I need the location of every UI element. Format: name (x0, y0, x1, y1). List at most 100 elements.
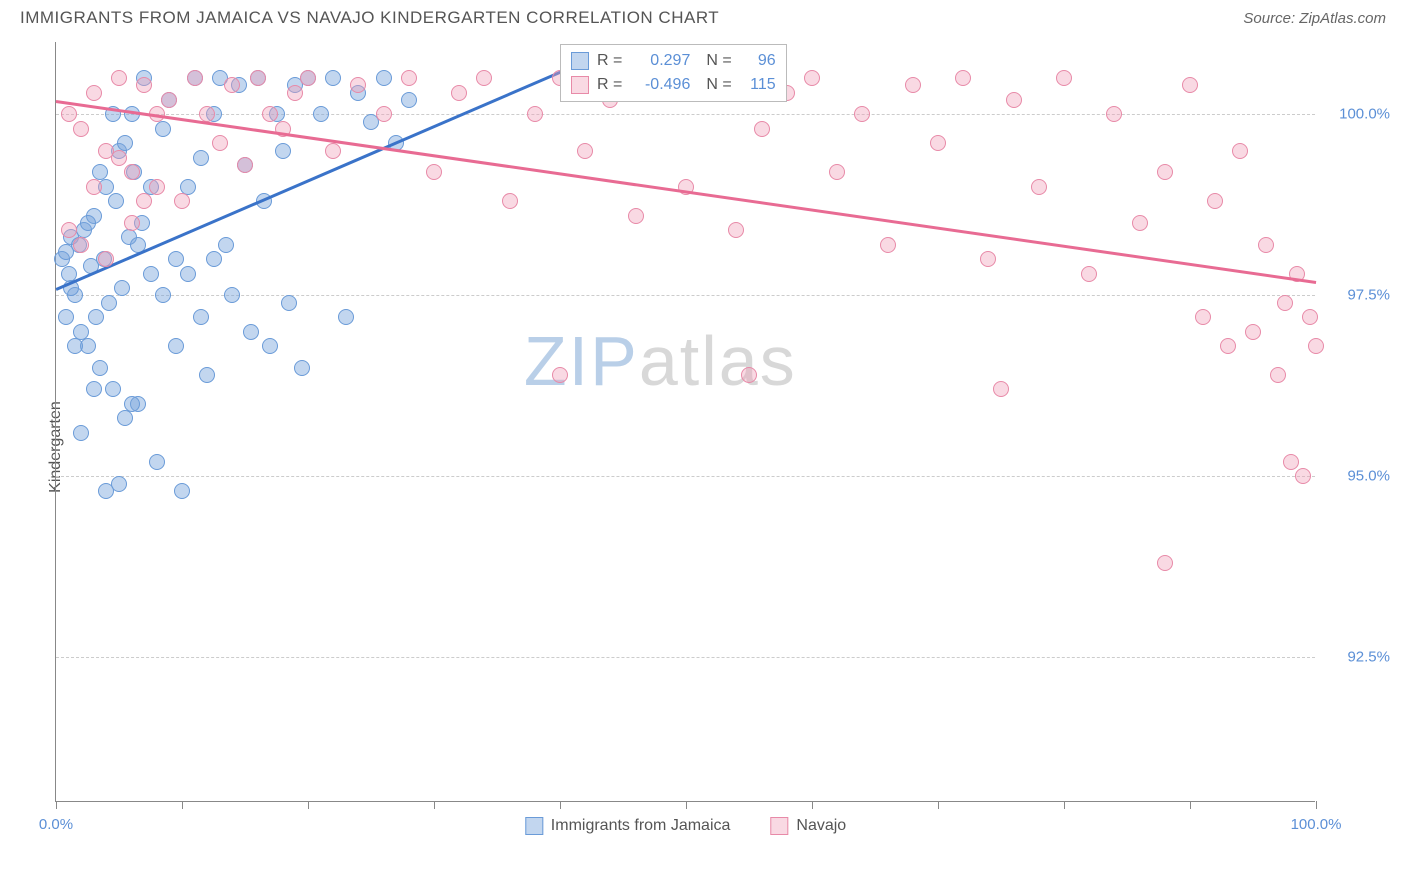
scatter-point (101, 295, 117, 311)
scatter-point (161, 92, 177, 108)
scatter-point (111, 150, 127, 166)
scatter-point (88, 309, 104, 325)
chart-source: Source: ZipAtlas.com (1243, 10, 1386, 27)
scatter-point (155, 287, 171, 303)
scatter-point (980, 251, 996, 267)
scatter-point (86, 85, 102, 101)
scatter-point (105, 381, 121, 397)
series-legend: Immigrants from JamaicaNavajo (525, 817, 846, 835)
scatter-point (250, 70, 266, 86)
scatter-point (124, 396, 140, 412)
y-tick-label: 100.0% (1339, 106, 1390, 123)
chart-title: IMMIGRANTS FROM JAMAICA VS NAVAJO KINDER… (20, 8, 719, 28)
scatter-point (92, 360, 108, 376)
scatter-point (117, 410, 133, 426)
scatter-point (1081, 266, 1097, 282)
scatter-point (1207, 193, 1223, 209)
scatter-point (114, 280, 130, 296)
scatter-point (124, 164, 140, 180)
scatter-point (80, 215, 96, 231)
scatter-point (61, 222, 77, 238)
scatter-point (1006, 92, 1022, 108)
x-tick (1190, 801, 1191, 809)
n-label: N = (706, 49, 731, 73)
scatter-point (829, 164, 845, 180)
scatter-point (1270, 367, 1286, 383)
scatter-point (905, 77, 921, 93)
scatter-point (350, 77, 366, 93)
x-tick (560, 801, 561, 809)
scatter-point (262, 106, 278, 122)
scatter-point (193, 150, 209, 166)
scatter-point (168, 338, 184, 354)
x-tick (1316, 801, 1317, 809)
scatter-point (1106, 106, 1122, 122)
legend-swatch (525, 817, 543, 835)
r-value: -0.496 (630, 73, 690, 97)
scatter-point (136, 193, 152, 209)
legend-row: R =-0.496N =115 (571, 73, 776, 97)
scatter-point (193, 309, 209, 325)
scatter-point (108, 193, 124, 209)
scatter-point (401, 70, 417, 86)
scatter-point (1220, 338, 1236, 354)
scatter-point (451, 85, 467, 101)
scatter-point (243, 324, 259, 340)
scatter-point (149, 179, 165, 195)
scatter-point (1232, 143, 1248, 159)
trend-line (56, 100, 1316, 283)
scatter-point (754, 121, 770, 137)
scatter-point (224, 77, 240, 93)
scatter-point (426, 164, 442, 180)
n-value: 115 (740, 73, 776, 97)
scatter-point (741, 367, 757, 383)
scatter-point (174, 193, 190, 209)
scatter-point (527, 106, 543, 122)
x-tick-label: 100.0% (1291, 816, 1342, 833)
legend-swatch (571, 76, 589, 94)
scatter-point (577, 143, 593, 159)
source-label: Source: (1243, 10, 1299, 27)
scatter-point (86, 381, 102, 397)
x-tick-label: 0.0% (39, 816, 73, 833)
scatter-point (98, 251, 114, 267)
scatter-point (880, 237, 896, 253)
legend-label: Navajo (796, 817, 846, 835)
gridline-h (56, 476, 1315, 477)
scatter-point (218, 237, 234, 253)
scatter-point (930, 135, 946, 151)
scatter-point (1258, 237, 1274, 253)
scatter-point (1308, 338, 1324, 354)
scatter-point (1132, 215, 1148, 231)
x-tick (308, 801, 309, 809)
scatter-point (325, 143, 341, 159)
scatter-point (1031, 179, 1047, 195)
scatter-point (1157, 164, 1173, 180)
scatter-point (376, 106, 392, 122)
scatter-point (628, 208, 644, 224)
scatter-point (1283, 454, 1299, 470)
scatter-point (338, 309, 354, 325)
watermark-part1: ZIP (524, 322, 639, 400)
scatter-point (206, 251, 222, 267)
scatter-point (325, 70, 341, 86)
x-tick (686, 801, 687, 809)
scatter-point (73, 121, 89, 137)
scatter-point (281, 295, 297, 311)
scatter-point (58, 309, 74, 325)
x-tick (182, 801, 183, 809)
scatter-point (476, 70, 492, 86)
scatter-point (67, 338, 83, 354)
watermark: ZIPatlas (524, 321, 797, 401)
watermark-part2: atlas (639, 322, 797, 400)
gridline-h (56, 295, 1315, 296)
scatter-point (728, 222, 744, 238)
scatter-point (187, 70, 203, 86)
gridline-h (56, 114, 1315, 115)
plot-area: ZIPatlas 92.5%95.0%97.5%100.0%0.0%100.0%… (55, 42, 1315, 802)
scatter-point (73, 425, 89, 441)
scatter-point (1056, 70, 1072, 86)
scatter-point (111, 476, 127, 492)
scatter-point (86, 179, 102, 195)
chart-header: IMMIGRANTS FROM JAMAICA VS NAVAJO KINDER… (0, 0, 1406, 32)
